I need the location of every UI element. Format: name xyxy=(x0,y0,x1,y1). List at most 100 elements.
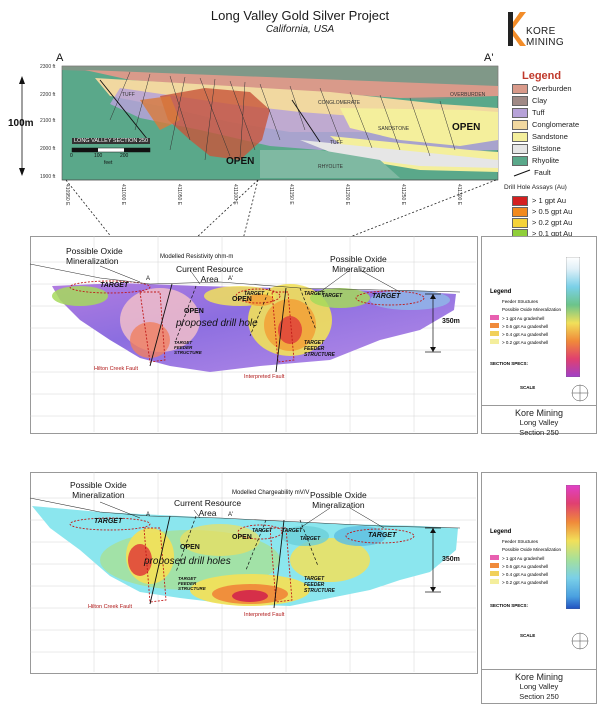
inset-unit: feet xyxy=(104,160,113,166)
colorbar xyxy=(566,485,580,609)
feeder-label: TARGET FEEDER STRUCTURE xyxy=(174,340,202,355)
legend-label: Tuff xyxy=(532,108,545,117)
legend-item: Clay xyxy=(512,96,548,107)
target-label: TARGET xyxy=(94,518,123,525)
side-oxide: Possible Oxide Mineralization xyxy=(502,547,562,552)
side-legend-title: Legend xyxy=(490,529,512,535)
assay-item: > 1 gpt Au xyxy=(512,196,566,207)
side-assay: > 0.4 gpt Au gradeshell xyxy=(490,571,548,577)
north-arrow-icon xyxy=(571,384,589,402)
proposed-drill-label: proposed drill holes xyxy=(144,556,231,567)
depth-label: 350m xyxy=(442,556,460,563)
target-label: TARGET xyxy=(368,532,397,539)
feeder-label: TARGET FEEDER STRUCTURE xyxy=(304,340,335,358)
legend-label: Clay xyxy=(532,96,548,105)
assay-label: > 1 gpt Au xyxy=(532,196,566,205)
colorbar xyxy=(566,257,580,377)
section-a-prime-label: A' xyxy=(228,276,234,282)
inset-tick-0: 0 xyxy=(70,153,73,159)
target-label: TARGET xyxy=(322,293,343,299)
open-label: OPEN xyxy=(232,296,252,303)
elev-label-4: 1900 ft xyxy=(40,174,56,180)
company-name: Kore Mining xyxy=(514,672,564,682)
legend-swatch xyxy=(512,144,528,155)
target-label: TARGET xyxy=(100,282,129,289)
logo-text: KORE MINING xyxy=(526,26,564,48)
section-label-a-prime: A' xyxy=(484,52,494,64)
resistivity-side-panel: Legend Feeder Structures Possible Oxide … xyxy=(481,236,597,437)
side-assay: > 0.4 gpt Au gradeshell xyxy=(490,331,548,337)
company-name: Kore Mining xyxy=(514,408,564,418)
legend-label: Sandstone xyxy=(532,132,568,141)
assay-swatch xyxy=(512,207,528,218)
target-label: TARGET xyxy=(244,291,265,297)
open-label-1: OPEN xyxy=(226,156,255,167)
section-a-prime-label: A' xyxy=(228,512,234,518)
east-label-2: 411050 E xyxy=(176,184,182,206)
fault-line-icon xyxy=(513,169,531,177)
legend-item: Tuff xyxy=(512,108,545,119)
north-arrow-icon xyxy=(571,632,589,650)
legend-swatch xyxy=(512,96,528,107)
side-feeder: Feeder Structures xyxy=(502,299,539,304)
inset-tick-2: 200 xyxy=(120,153,129,159)
assay-label: > 0.5 gpt Au xyxy=(532,207,573,216)
vertical-scale-label: 100m xyxy=(8,118,34,129)
company-logo: KORE MINING xyxy=(506,10,596,50)
unit-label-overburden: OVERBURDEN xyxy=(450,92,486,98)
east-label-6: 411250 E xyxy=(400,184,406,206)
interpreted-fault-label: Interpreted Fault xyxy=(244,612,285,618)
project-name: Long Valley xyxy=(519,418,559,427)
unit-label-sandstone: SANDSTONE xyxy=(378,126,410,132)
legend-item: Overburden xyxy=(512,84,572,95)
assay-item: > 0.2 gpt Au xyxy=(512,218,572,229)
inset-tick-1: 100 xyxy=(94,153,103,159)
assay-swatch xyxy=(512,218,528,229)
oxide-right-label: Possible Oxide Mineralization xyxy=(330,254,387,274)
target-label: TARGET xyxy=(304,291,325,297)
section-name: Section 250 xyxy=(519,692,559,701)
assay-swatch xyxy=(512,196,528,207)
legend-label: Siltstone xyxy=(532,144,561,153)
chargeability-side-panel: Legend Feeder Structures Possible Oxide … xyxy=(481,472,597,704)
legend-item: Rhyolite xyxy=(512,156,560,167)
target-label: TARGET xyxy=(282,528,303,534)
east-label-1: 411000 E xyxy=(120,184,126,206)
east-label-0: 410950 E xyxy=(64,184,70,206)
section-label-a: A xyxy=(56,52,64,64)
side-oxide: Possible Oxide Mineralization xyxy=(502,307,562,312)
legend-label: Conglomerate xyxy=(532,120,580,129)
company-block: Kore Mining Long Valley Section 250 xyxy=(482,669,596,702)
side-assay: > 0.2 gpt Au gradeshell xyxy=(490,339,548,345)
legend-swatch xyxy=(512,120,528,131)
side-assay: > 0.6 gpt Au gradeshell xyxy=(490,323,548,329)
page-title: Long Valley Gold Silver Project xyxy=(210,8,390,23)
model-label: Modelled Resistivity ohm-m xyxy=(160,254,234,260)
legend-swatch xyxy=(512,132,528,143)
east-label-4: 411150 E xyxy=(288,184,294,205)
legend-label: Fault xyxy=(534,168,551,177)
model-label: Modelled Chargeability mV/V xyxy=(232,490,310,496)
east-label-3: 411100 E xyxy=(232,184,238,205)
side-assay: > 0.2 gpt Au gradeshell xyxy=(490,579,548,585)
open-label: OPEN xyxy=(184,308,204,315)
legend-item: Sandstone xyxy=(512,132,568,143)
open-label: OPEN xyxy=(232,534,252,541)
open-label: OPEN xyxy=(180,544,200,551)
page-subtitle: California, USA xyxy=(265,24,335,35)
elev-label-2: 2100 ft xyxy=(40,118,56,124)
resource-label: Current Resource Area xyxy=(174,498,242,518)
target-label: TARGET xyxy=(372,293,401,300)
legend-label: Rhyolite xyxy=(532,156,560,165)
interpreted-fault-label: Interpreted Fault xyxy=(244,374,285,380)
legend-title: Legend xyxy=(522,70,562,82)
side-scale: SCALE xyxy=(520,633,536,638)
oxide-right-label: Possible Oxide Mineralization xyxy=(310,490,367,510)
legend-label: Overburden xyxy=(532,84,572,93)
side-section-specs: SECTION SPECS: xyxy=(490,603,529,608)
legend-swatch xyxy=(512,156,528,167)
kore-k-logo-icon xyxy=(508,12,526,46)
unit-label-rhyolite: RHYOLITE xyxy=(318,164,344,170)
